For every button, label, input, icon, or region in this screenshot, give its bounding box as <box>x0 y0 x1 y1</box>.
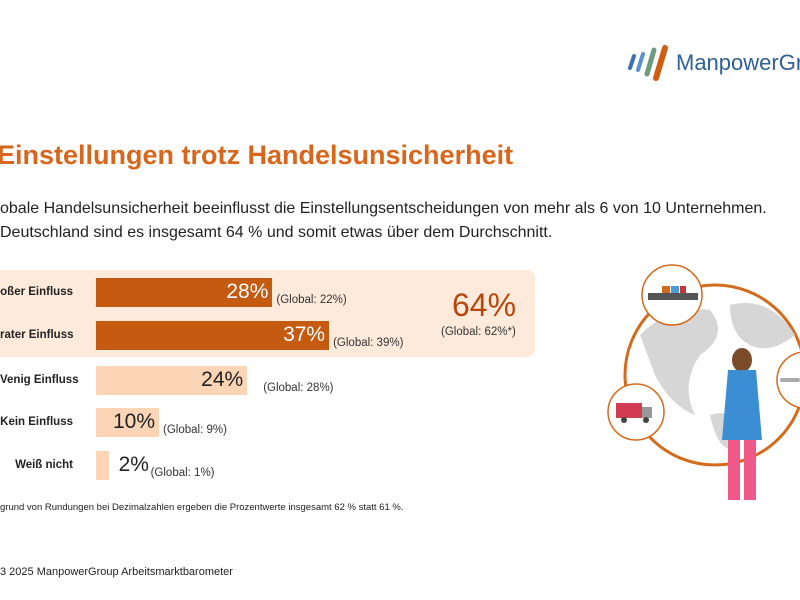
category-label: Venig Einfluss <box>0 374 79 386</box>
source: 3 2025 ManpowerGroup Arbeitsmarktbaromet… <box>0 566 233 578</box>
globe-trade-illustration <box>607 264 800 500</box>
footnote: grund von Rundungen bei Dezimalzahlen er… <box>0 502 404 513</box>
global-label: (Global: 39%) <box>333 337 404 349</box>
value-label: 24% <box>201 368 244 391</box>
value-label: 2% <box>118 453 149 476</box>
subtitle-line-1: obale Handelsunsicherheit beeinflusst di… <box>0 200 767 217</box>
bar <box>96 366 248 395</box>
value-label: 10% <box>112 410 155 433</box>
manpowergroup-logo-mark <box>628 45 668 81</box>
bar <box>96 451 109 480</box>
highlight-total: 64% <box>452 287 517 323</box>
highlight-global: (Global: 62%*) <box>441 326 516 338</box>
category-label: rater Einfluss <box>0 329 74 341</box>
value-label: 28% <box>226 280 269 303</box>
bar <box>96 278 273 307</box>
bar <box>96 321 330 350</box>
category-label: oßer Einfluss <box>0 286 73 298</box>
global-label: (Global: 28%) <box>263 382 334 394</box>
category-label: Weiß nicht <box>15 459 73 471</box>
global-label: (Global: 1%) <box>150 467 215 479</box>
page-title: Einstellungen trotz Handelsunsicherheit <box>0 140 514 170</box>
logo-text: ManpowerGrou <box>676 50 800 75</box>
bar <box>96 408 159 437</box>
global-label: (Global: 9%) <box>163 424 227 436</box>
category-label: Kein Einfluss <box>0 416 73 428</box>
subtitle-line-2: Deutschland sind es insgesamt 64 % und s… <box>0 224 553 241</box>
value-label: 37% <box>283 323 326 346</box>
global-label: (Global: 22%) <box>276 294 347 306</box>
